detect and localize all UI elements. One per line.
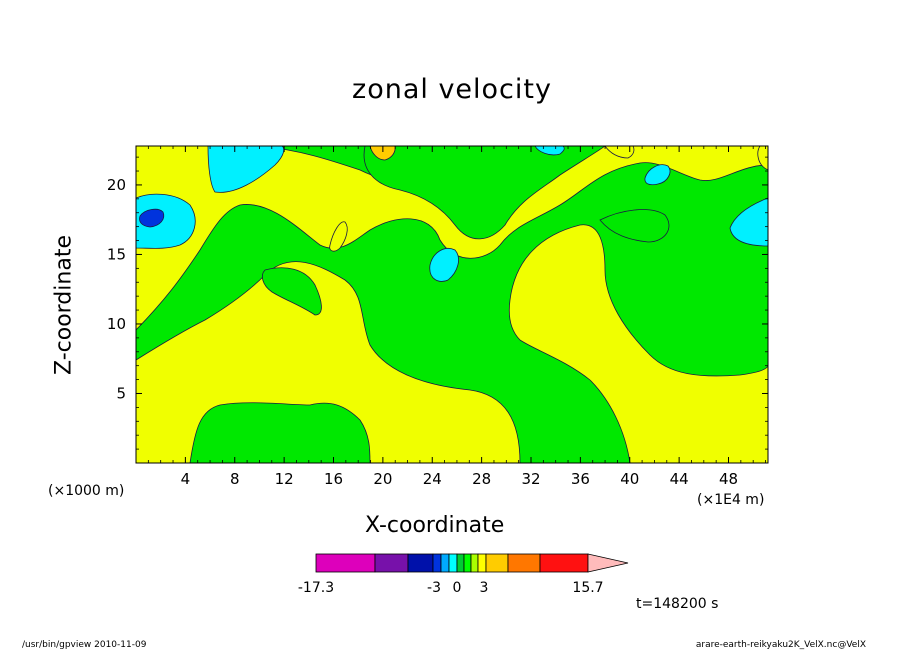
x-unit-label: (×1000 m) xyxy=(48,483,125,499)
colorbar-tick-label: -17.3 xyxy=(298,580,334,596)
colorbar-tick-label: 15.7 xyxy=(572,580,603,596)
colorbar-segment xyxy=(407,553,434,573)
contour-region-cyan-5 xyxy=(644,164,671,186)
colorbar: -17.3 -3 0 3 15.7 xyxy=(298,553,629,596)
colorbar-segment xyxy=(470,553,479,573)
x-tick-label: 24 xyxy=(423,470,442,488)
x-tick-label: 40 xyxy=(620,470,639,488)
x-tick-label: 32 xyxy=(521,470,540,488)
colorbar-segment xyxy=(440,553,450,573)
x-tick-label: 28 xyxy=(472,470,491,488)
x-tick-label: 48 xyxy=(719,470,738,488)
contour-region-cyan-4 xyxy=(534,146,565,156)
colorbar-tick-label: 3 xyxy=(480,580,489,596)
colorbar-segment xyxy=(448,553,458,573)
footer-source: arare-earth-reikyaku2K_VelX.nc@VelX xyxy=(695,640,866,650)
contour-region-green-island xyxy=(261,267,322,316)
footer-command: /usr/bin/gpview 2010-11-09 xyxy=(22,640,147,650)
x-tick-label: 12 xyxy=(275,470,294,488)
contour-region-cyan-2 xyxy=(136,193,196,249)
x-tick-label: 20 xyxy=(373,470,392,488)
y-tick-label: 5 xyxy=(116,384,126,402)
x-tick-label: 44 xyxy=(670,470,689,488)
y-axis-label: Z-coordinate xyxy=(51,235,77,375)
colorbar-tick-label: -3 xyxy=(427,580,441,596)
chart-title: zonal velocity xyxy=(352,74,552,105)
colorbar-segment xyxy=(485,553,509,573)
plot-frame xyxy=(135,145,769,464)
colorbar-segment xyxy=(432,553,442,573)
y-tick-label: 20 xyxy=(107,176,126,194)
contour-field xyxy=(136,146,768,463)
colorbar-segment xyxy=(507,553,541,573)
colorbar-segment xyxy=(315,553,376,573)
colorbar-segment xyxy=(463,553,472,573)
y-unit-label: (×1E4 m) xyxy=(697,492,765,508)
y-tick-label: 15 xyxy=(107,245,126,263)
colorbar-segment xyxy=(539,553,589,573)
x-tick-label: 4 xyxy=(181,470,191,488)
colorbar-tick-label: 0 xyxy=(453,580,462,596)
contour-region-yellow-top-2 xyxy=(757,146,768,171)
y-axis: 5 10 15 20 xyxy=(107,156,768,450)
contour-region-blue xyxy=(139,208,165,228)
y-tick-label: 10 xyxy=(107,315,126,333)
time-label: t=148200 s xyxy=(636,596,719,612)
contour-region-cyan-3 xyxy=(429,248,459,282)
contour-region-yellow-top-1 xyxy=(604,146,635,159)
colorbar-segment xyxy=(374,553,409,573)
contour-region-yellow-right xyxy=(508,224,768,463)
contour-region-cyan-1 xyxy=(207,146,285,193)
colorbar-arrow xyxy=(587,553,629,573)
contour-region-orange xyxy=(369,146,396,161)
contour-region-green-lobe xyxy=(599,209,670,243)
colorbar-segment xyxy=(477,553,487,573)
x-tick-label: 16 xyxy=(324,470,343,488)
x-tick-label: 36 xyxy=(571,470,590,488)
x-axis-label: X-coordinate xyxy=(365,513,505,538)
contour-region-cyan-6 xyxy=(729,197,768,247)
contour-region-yellow-spot xyxy=(329,221,348,252)
contour-region-green-inner xyxy=(363,146,606,240)
colorbar-segment xyxy=(456,553,465,573)
x-tick-label: 8 xyxy=(230,470,240,488)
x-axis: 4 8 12 16 20 24 28 32 36 40 44 48 xyxy=(147,146,766,488)
contour-region-green-bottom xyxy=(189,402,371,463)
